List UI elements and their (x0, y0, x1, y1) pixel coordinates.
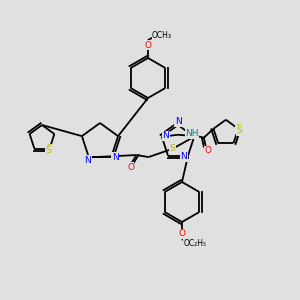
Text: NH: NH (185, 129, 199, 138)
Text: N: N (112, 153, 119, 162)
Text: OC₂H₅: OC₂H₅ (183, 239, 207, 248)
Text: S: S (169, 144, 175, 153)
Text: S: S (235, 124, 241, 133)
Text: OCH₃: OCH₃ (152, 32, 172, 40)
Text: N: N (181, 152, 188, 161)
Text: N: N (163, 131, 169, 140)
Text: O: O (145, 40, 152, 50)
Text: S: S (236, 126, 242, 135)
Text: O: O (178, 230, 185, 238)
Text: O: O (204, 146, 211, 155)
Text: S: S (47, 144, 52, 153)
Text: N: N (85, 156, 91, 165)
Text: S: S (46, 146, 52, 155)
Text: O: O (127, 163, 134, 172)
Text: N: N (175, 118, 182, 127)
